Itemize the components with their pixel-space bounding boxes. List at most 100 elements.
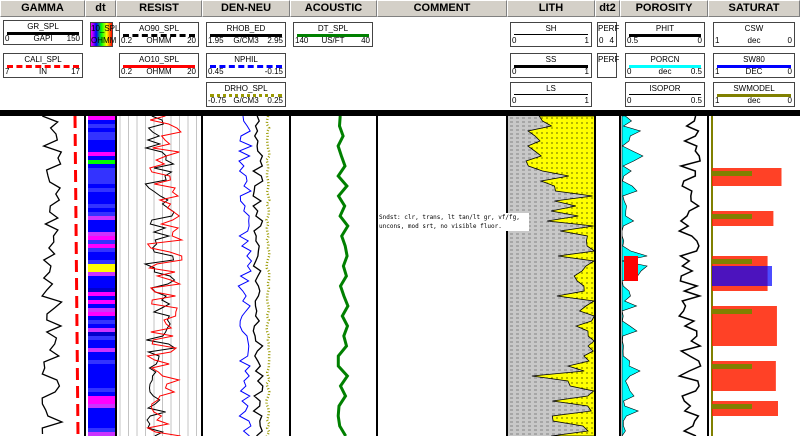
scale-max: 2.95 [267, 36, 283, 45]
saturation-olive-fill [712, 259, 752, 264]
dt-colormap-band [88, 232, 116, 236]
dt-colormap-band [88, 392, 116, 396]
dt-colormap-band [88, 188, 116, 192]
dt-colormap-band [88, 264, 116, 268]
curve-name: SH [545, 24, 557, 33]
scale-max: 1 [584, 96, 589, 105]
unit: GAPI [33, 34, 53, 43]
drho-curve [265, 116, 271, 436]
unit: OHMM [146, 67, 172, 76]
curve-line-sample [514, 94, 588, 95]
dt-colormap-band [88, 132, 116, 136]
track-header-gamma[interactable]: GAMMA [0, 0, 85, 17]
curve-name: RHOB_ED [226, 24, 266, 33]
track-header-comment[interactable]: COMMENT [377, 0, 507, 17]
scale-min: 1.95 [208, 36, 224, 45]
cali-curve [73, 116, 80, 436]
dt-colormap-band [88, 376, 116, 380]
curve-header-dt-spl[interactable]: DT_SPL 140 US/FT 40 [293, 22, 373, 47]
curve-line-sample [629, 34, 701, 37]
dt-colormap-band [88, 360, 116, 364]
track-header-porosity[interactable]: POROSITY [620, 0, 708, 17]
dt-colormap-band [88, 128, 116, 132]
curve-header-sh[interactable]: SH 0 1 [510, 22, 592, 47]
dt-colormap-band [88, 144, 116, 148]
curve-name: AO90_SPL [138, 24, 180, 33]
ao10-curve [146, 116, 184, 436]
curve-header-ao10-spl[interactable]: AO10_SPL 0.2 OHMM 20 [119, 53, 199, 78]
dt-colormap-band [88, 136, 116, 140]
curve-header-ss[interactable]: SS 0 1 [510, 53, 592, 78]
dt-colormap-band [88, 192, 116, 196]
curve-name: GR_SPL [27, 22, 59, 31]
curve-header-cali-spl[interactable]: CALI_SPL 7 IN 17 [3, 53, 83, 78]
dt-colormap-band [88, 200, 116, 204]
curve-line-sample [210, 94, 282, 97]
curve-header-sw80[interactable]: SW80 1 DEC 0 [713, 53, 795, 78]
curve-header-10-spl[interactable]: 10_SPL OHMM [90, 22, 119, 47]
scale-min: 140 [295, 36, 309, 45]
curve-header-ao90-spl[interactable]: AO90_SPL 0.2 OHMM 20 [119, 22, 199, 47]
curve-header-swmodel[interactable]: SWMODEL 1 dec 0 [713, 82, 795, 107]
scale-min: 1 [715, 36, 720, 45]
saturation-olive-fill [712, 404, 752, 409]
curve-name: PHIT [655, 24, 675, 33]
track-header-dt[interactable]: dt [85, 0, 116, 17]
curve-header-nphil[interactable]: NPHIL 0.45 -0.15 [206, 53, 286, 78]
dt-colormap-band [88, 372, 116, 376]
dt-colormap-band [88, 124, 116, 128]
curve-header-phit[interactable]: PHIT 0.5 0 [625, 22, 705, 47]
dt-colormap-band [88, 300, 116, 304]
dt-curve [336, 116, 350, 436]
dt-colormap-band [88, 280, 116, 284]
scale-min: 7 [5, 67, 10, 76]
curve-name: AO10_SPL [138, 55, 180, 64]
track-header-resist[interactable]: RESIST [116, 0, 202, 17]
track-header-den-neu[interactable]: DEN-NEU [202, 0, 290, 17]
dt-colormap-band [88, 324, 116, 328]
dt-colormap-band [88, 220, 116, 224]
dt-colormap-band [88, 152, 116, 156]
track-header-lith[interactable]: LITH [507, 0, 595, 17]
scale-max: 20 [187, 67, 196, 76]
dt-colormap-band [88, 316, 116, 320]
dt-colormap-band [88, 148, 116, 152]
curve-line-sample [297, 34, 369, 37]
unit: G/CM3 [233, 36, 259, 45]
saturation-olive-fill [712, 171, 752, 176]
scale-max: 0.5 [690, 96, 702, 105]
track-header-dt2[interactable]: dt2 [595, 0, 620, 17]
track-header-saturat[interactable]: SATURAT [708, 0, 800, 17]
log-body[interactable] [0, 116, 800, 436]
dt-colormap-band [88, 352, 116, 356]
curve-line-sample [210, 34, 282, 37]
dt-colormap-band [88, 164, 116, 168]
curve-header-porcn[interactable]: PORCN 0 dec 0.5 [625, 53, 705, 78]
header-separator [0, 110, 800, 116]
curve-header-perf[interactable]: PERF [597, 53, 619, 78]
lith-sandstone-fill [525, 116, 596, 436]
curve-header-perf[interactable]: PERF 0 4 [597, 22, 619, 47]
curve-header-rhob-ed[interactable]: RHOB_ED 1.95 G/CM3 2.95 [206, 22, 286, 47]
dt-colormap-band [88, 428, 116, 432]
scale-min: 0 [627, 96, 632, 105]
scale-min: -0.75 [208, 96, 227, 105]
curve-header-gr-spl[interactable]: GR_SPL 0 GAPI 150 [3, 20, 83, 45]
curve-header-drho-spl[interactable]: DRHO_SPL -0.75 G/CM3 0.25 [206, 82, 286, 107]
curve-header-ls[interactable]: LS 0 1 [510, 82, 592, 107]
dt-colormap-band [88, 268, 116, 272]
dt-colormap-band [88, 432, 116, 436]
saturation-blue-fill [712, 266, 772, 286]
comment-text: Sndst: clr, trans, lt tan/lt gr, vf/fg, … [379, 213, 529, 231]
gr-curve [41, 116, 64, 435]
dt-colormap-band [88, 260, 116, 264]
scale-min: 0 [599, 36, 604, 45]
curve-header-csw[interactable]: CSW 1 dec 0 [713, 22, 795, 47]
dt-colormap-band [88, 356, 116, 360]
curve-line-sample [7, 32, 79, 35]
curve-header-isopor[interactable]: ISOPOR 0 0.5 [625, 82, 705, 107]
dt-colormap-band [88, 184, 116, 188]
track-header-acoustic[interactable]: ACOUSTIC [290, 0, 377, 17]
dt-colormap-band [88, 120, 116, 124]
scale-max: 150 [66, 34, 80, 43]
